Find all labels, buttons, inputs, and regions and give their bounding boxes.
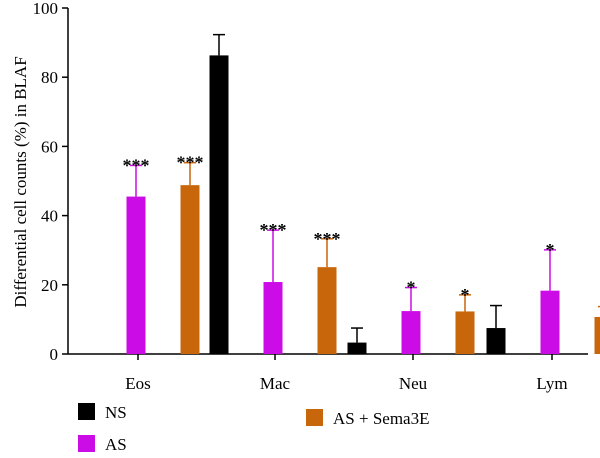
bar xyxy=(209,55,229,354)
x-tick-label: Lym xyxy=(536,374,567,393)
bar xyxy=(455,311,475,354)
y-tick-label: 0 xyxy=(50,345,59,364)
legend-label: NS xyxy=(105,403,127,422)
bar xyxy=(540,290,560,354)
bar xyxy=(180,185,200,354)
significance-marker: *** xyxy=(314,229,341,249)
y-tick-label: 100 xyxy=(33,0,59,18)
legend-label: AS xyxy=(105,435,127,454)
x-tick-label: Neu xyxy=(399,374,428,393)
bar xyxy=(126,196,146,354)
significance-marker: *** xyxy=(260,220,287,240)
legend-swatch xyxy=(306,409,323,426)
legend-swatch xyxy=(78,403,95,420)
legend-label: AS + Sema3E xyxy=(333,409,429,428)
legend-swatch xyxy=(78,435,95,452)
y-tick-label: 40 xyxy=(41,207,58,226)
x-tick-label: Eos xyxy=(125,374,151,393)
y-axis-title: Differential cell counts (%) in BLAF xyxy=(11,56,30,307)
y-tick-label: 60 xyxy=(41,137,58,156)
y-tick-label: 80 xyxy=(41,68,58,87)
bar xyxy=(401,311,421,354)
bar xyxy=(317,267,337,354)
significance-marker: *** xyxy=(177,153,204,173)
significance-marker: * xyxy=(546,240,555,260)
bar xyxy=(594,316,600,354)
significance-marker: * xyxy=(407,278,416,298)
bar xyxy=(263,282,283,354)
y-tick-label: 20 xyxy=(41,276,58,295)
bar xyxy=(347,342,367,354)
significance-marker: *** xyxy=(123,155,150,175)
legend: NS AS AS + Sema3E xyxy=(78,403,429,454)
significance-marker: * xyxy=(461,285,470,305)
bar xyxy=(486,328,506,354)
x-tick-label: Mac xyxy=(260,374,291,393)
